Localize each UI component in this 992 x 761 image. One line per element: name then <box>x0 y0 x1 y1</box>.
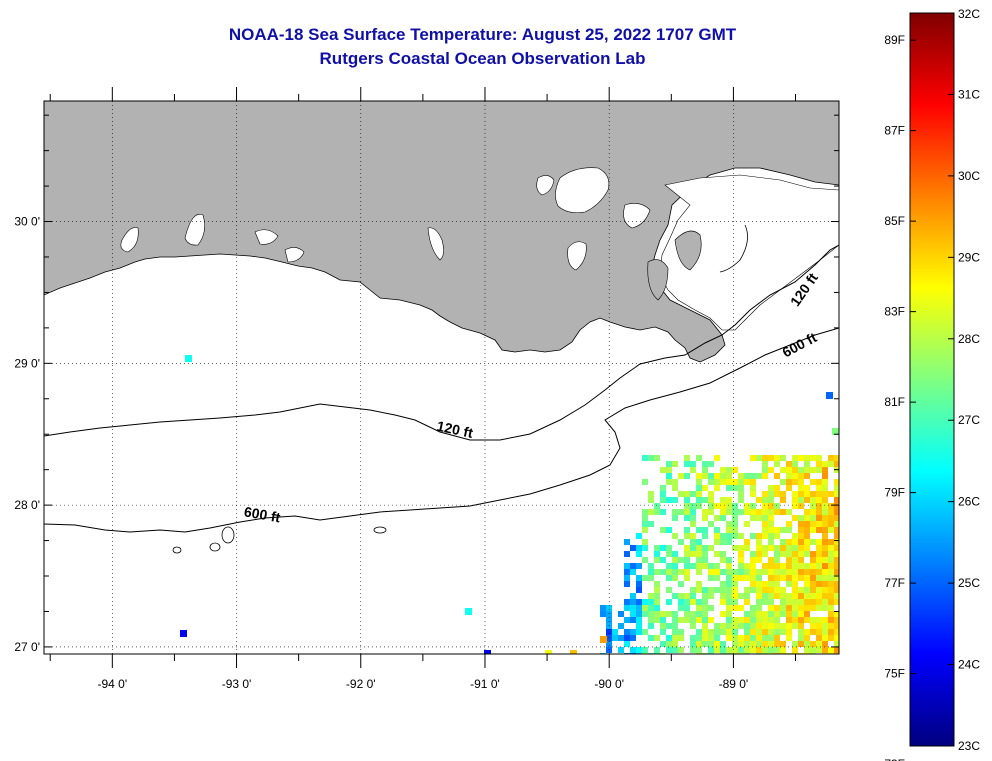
fahrenheit-label: 79F <box>884 486 905 500</box>
lat-tick-label: 29 0' <box>14 356 40 370</box>
fahrenheit-label: 75F <box>884 667 905 681</box>
colorbar-labels: 32C 31C 30C 29C 28C 27C 26C 25C 24C 23C 89F 87F 85F 8… <box>884 7 980 761</box>
marsh-island <box>674 230 702 271</box>
isobath-600ft <box>44 327 839 533</box>
celsius-label: 24C <box>958 658 980 672</box>
celsius-label: 27C <box>958 413 980 427</box>
lat-tick-label: 27 0' <box>14 640 40 654</box>
lon-tick-label: -91 0' <box>470 677 500 691</box>
lon-tick-label: -89 0' <box>719 677 749 691</box>
map-subtitle: Rutgers Coastal Ocean Observation Lab <box>319 49 646 68</box>
lake <box>555 167 610 214</box>
map-frame <box>43 100 840 655</box>
celsius-label: 31C <box>958 87 980 101</box>
fahrenheit-label: 83F <box>884 305 905 319</box>
lon-tick-label: -93 0' <box>222 677 252 691</box>
fahrenheit-label: 81F <box>884 395 905 409</box>
lake <box>120 227 139 253</box>
lake <box>427 227 444 261</box>
celsius-label: 32C <box>958 7 980 21</box>
lake <box>567 241 587 271</box>
axis-ticks <box>44 87 839 668</box>
lake <box>284 247 305 263</box>
lat-lon-grid <box>44 101 839 654</box>
map-title: NOAA-18 Sea Surface Temperature: August … <box>228 25 737 44</box>
fahrenheit-label: 73F <box>884 757 905 761</box>
celsius-label: 30C <box>958 169 980 183</box>
fahrenheit-label: 89F <box>884 33 905 47</box>
celsius-label: 28C <box>958 332 980 346</box>
lake <box>254 229 279 245</box>
lon-tick-label: -92 0' <box>346 677 376 691</box>
celsius-label: 25C <box>958 576 980 590</box>
lon-tick-label: -94 0' <box>97 677 127 691</box>
celsius-label: 29C <box>958 250 980 264</box>
delta-marsh <box>659 174 839 331</box>
lat-tick-label: 28 0' <box>14 498 40 512</box>
lon-tick-label: -90 0' <box>594 677 624 691</box>
colorbar <box>909 12 955 747</box>
marsh-island <box>647 259 669 301</box>
lake <box>623 203 651 229</box>
contour-label: 120 ft <box>435 418 474 441</box>
marsh-island <box>719 224 748 273</box>
fahrenheit-label: 85F <box>884 214 905 228</box>
fahrenheit-label: 77F <box>884 576 905 590</box>
land-mass <box>44 101 839 363</box>
axis-labels: -94 0' -93 0' -92 0' -91 0' -90 0' -89 0' 30 0… <box>14 215 748 691</box>
lake <box>536 175 555 196</box>
fahrenheit-label: 87F <box>884 124 905 138</box>
isobath-120ft <box>44 244 839 441</box>
lat-tick-label: 30 0' <box>14 215 40 229</box>
celsius-label: 26C <box>958 495 980 509</box>
contour-label: 600 ft <box>243 503 282 525</box>
lake <box>184 213 205 246</box>
celsius-label: 23C <box>958 739 980 753</box>
